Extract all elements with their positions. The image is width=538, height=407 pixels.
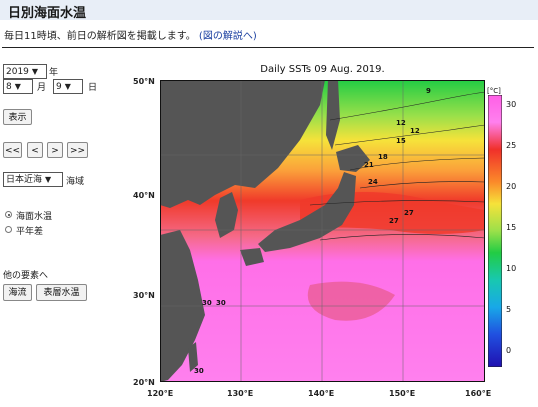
description-text: 毎日11時頃、前日の解析図を掲載します。 [4, 31, 196, 42]
region-select[interactable]: 日本近海 ▼ [3, 172, 63, 187]
anomaly-radio[interactable] [5, 226, 12, 233]
colorbar [488, 95, 502, 367]
day-unit: 日 [88, 83, 98, 93]
chevron-down-icon: ▼ [31, 67, 39, 76]
lon-label: 120°E [147, 389, 174, 398]
contour-label: 12 [410, 127, 420, 135]
lon-label: 140°E [308, 389, 335, 398]
anomaly-radio-label: 平年差 [16, 227, 44, 237]
sst-map: 9 12 12 15 18 21 24 27 27 30 30 30 [160, 80, 485, 382]
graticule [160, 80, 485, 382]
hokkaido-land [336, 145, 370, 172]
nav-first-button[interactable]: << [3, 142, 22, 158]
map-frame [160, 80, 485, 382]
colorbar-tick: 30 [506, 100, 517, 109]
lon-label: 130°E [227, 389, 254, 398]
colorbar-tick: 20 [506, 182, 517, 191]
day-value: 9 [56, 82, 62, 92]
contour-label: 21 [364, 161, 374, 169]
current-button[interactable]: 海流 [3, 284, 32, 301]
chevron-down-icon: ▼ [14, 82, 21, 91]
region-unit: 海域 [66, 177, 85, 187]
lat-label: 40°N [133, 191, 155, 200]
japan-land [258, 172, 356, 252]
contour-label: 9 [426, 87, 431, 95]
lon-label: 150°E [389, 389, 416, 398]
taiwan-land [188, 342, 198, 372]
warm-pool [307, 281, 395, 321]
kyushu-land [240, 248, 264, 266]
lat-label: 30°N [133, 291, 155, 300]
korea-land [215, 192, 238, 238]
nav-next-button[interactable]: > [47, 142, 63, 158]
year-unit: 年 [49, 68, 59, 78]
map-title: Daily SSTs 09 Aug. 2019. [260, 64, 385, 75]
chevron-down-icon: ▼ [64, 82, 71, 91]
contour-label: 18 [378, 153, 388, 161]
contour-label: 27 [404, 209, 414, 217]
colorbar-gradient [488, 95, 502, 367]
nav-last-button[interactable]: >> [67, 142, 88, 158]
sakhalin-land [326, 80, 340, 150]
month-value: 8 [6, 82, 12, 92]
description: 毎日11時頃、前日の解析図を掲載します。 (図の解説へ) [4, 27, 257, 42]
region-value: 日本近海 [6, 175, 43, 185]
month-unit: 月 [37, 83, 47, 93]
sst-radio-label: 海面水温 [16, 212, 53, 222]
show-button[interactable]: 表示 [3, 109, 32, 125]
contour-label: 12 [396, 119, 406, 127]
other-elements-heading: 他の要素へ [3, 271, 49, 281]
lat-label: 50°N [133, 77, 155, 86]
contour-label: 30 [194, 367, 204, 375]
contour-lines [309, 91, 485, 241]
colorbar-tick: 15 [506, 223, 517, 232]
colorbar-tick: 10 [506, 264, 517, 273]
contour-label: 30 [216, 299, 226, 307]
colorbar-tick: 5 [506, 305, 512, 314]
surface-temp-button[interactable]: 表層水温 [36, 284, 87, 301]
sst-radio[interactable] [5, 211, 12, 218]
colorbar-unit: [°C] [487, 87, 501, 95]
contour-label: 27 [389, 217, 399, 225]
year-value: 2019 [6, 67, 29, 77]
month-select[interactable]: 8 ▼ [3, 79, 33, 94]
colorbar-tick: 25 [506, 141, 517, 150]
nav-prev-button[interactable]: < [27, 142, 43, 158]
year-select[interactable]: 2019 ▼ [3, 64, 47, 79]
lat-label: 20°N [133, 378, 155, 387]
day-select[interactable]: 9 ▼ [53, 79, 83, 94]
divider [2, 47, 534, 48]
page-title: 日別海面水温 [8, 6, 87, 21]
contour-label: 15 [396, 137, 406, 145]
explanation-link[interactable]: (図の解説へ) [198, 31, 257, 42]
chevron-down-icon: ▼ [45, 175, 52, 184]
contour-label: 24 [368, 178, 378, 186]
continent-land [160, 80, 325, 208]
contour-label: 30 [202, 299, 212, 307]
title-bar [0, 0, 538, 20]
colorbar-tick: 0 [506, 346, 512, 355]
lon-label: 160°E [465, 389, 492, 398]
